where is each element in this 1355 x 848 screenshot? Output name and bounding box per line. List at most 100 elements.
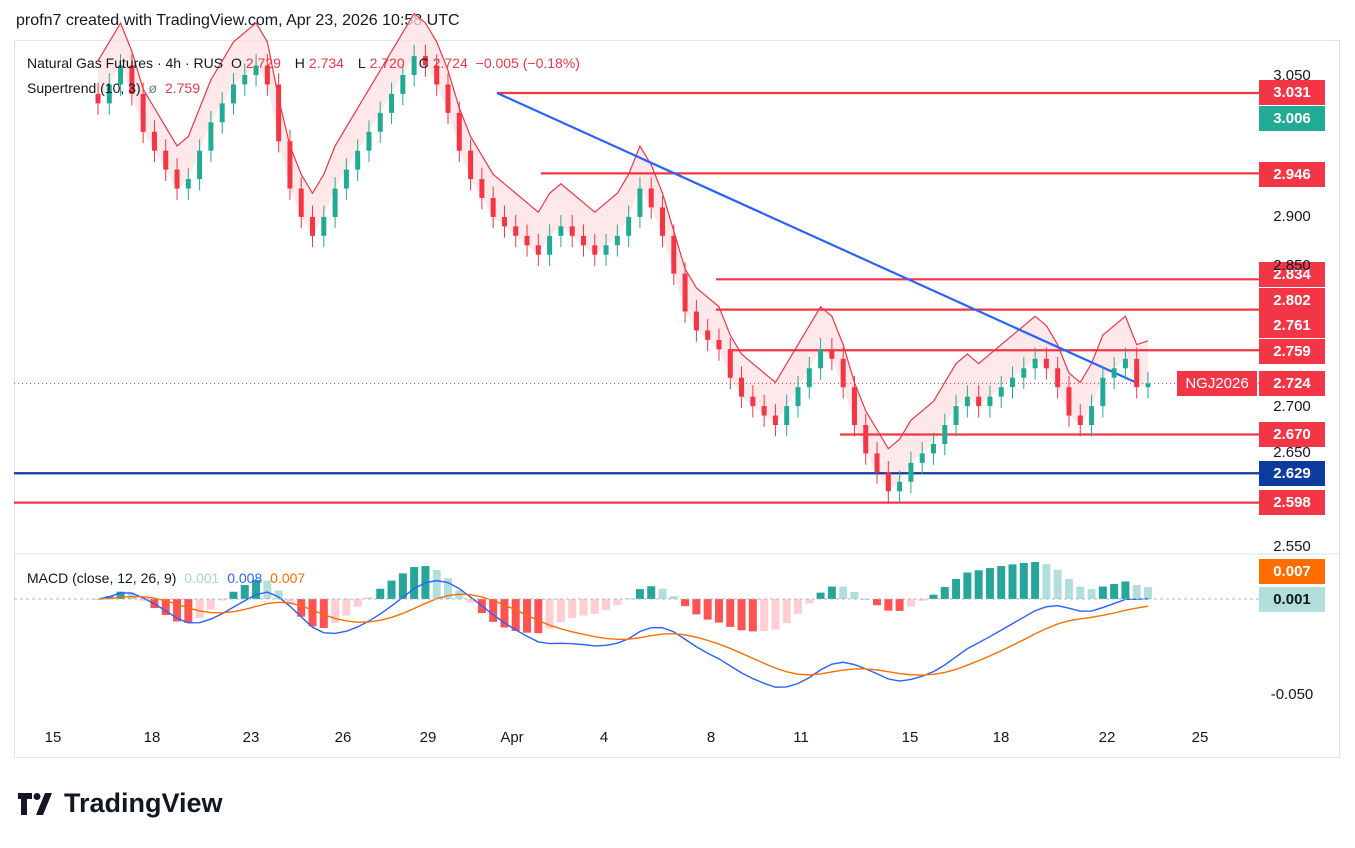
candle [851,387,857,426]
candle [671,235,677,274]
macd-histogram-bar [985,568,994,599]
macd-histogram-bar [714,599,723,623]
candle [129,65,135,94]
candle [524,235,530,246]
candle [784,406,790,426]
candle [411,56,417,75]
candle [208,122,214,151]
macd-histogram-bar [794,599,802,614]
macd-histogram-bar [771,599,780,630]
candle [739,377,745,397]
macd-histogram-bar [319,599,328,629]
low-label: L [357,55,366,71]
macd-histogram-bar [816,592,825,599]
macd-axis-label: 0.001 [1259,587,1325,612]
candle [310,216,316,236]
candle [987,396,993,407]
macd-signal-line [97,593,1149,676]
price-axis-label: 2.670 [1259,422,1325,447]
candle [1043,358,1049,369]
x-axis-tick: 23 [242,729,260,746]
price-axis-label: 2.759 [1259,339,1325,364]
x-axis-tick: 26 [334,729,352,746]
macd-histogram-bar [297,599,306,617]
supertrend-line [97,12,1149,450]
candle [693,311,699,331]
candle [1066,387,1072,416]
macd-histogram-bar [206,599,215,610]
macd-histogram-bar [602,599,611,611]
macd-histogram-bar [376,588,385,599]
macd-histogram-bar [782,599,791,624]
macd-histogram-bar [884,599,893,611]
macd-histogram-bar [1087,589,1096,599]
candle [953,406,959,426]
candle [1077,415,1083,426]
candle [716,339,722,350]
macd-histogram-bar [364,597,373,599]
candle [287,141,293,189]
macd-histogram-bar [353,599,362,607]
candle [626,216,632,236]
downtrend-line [496,91,1139,385]
x-axis-tick: 25 [1191,729,1209,746]
macd-histogram-bar [387,580,396,599]
supertrend-legend[interactable]: Supertrend (10, 3) ø 2.759 [27,80,204,96]
macd-histogram-bar [748,599,757,632]
candle [648,188,654,208]
macd-histogram-bar [116,591,125,599]
candle [490,197,496,217]
candle [434,65,440,85]
tradingview-logo[interactable]: TradingView [18,788,223,819]
macd-histogram-bar [342,599,351,616]
macd-histogram-bar [444,578,452,599]
candle [535,245,541,255]
macd-histogram-bar [545,599,554,629]
macd-line-value: 0.008 [227,570,263,586]
candle [863,425,869,454]
candle [366,131,372,151]
macd-legend[interactable]: MACD (close, 12, 26, 9) 0.001 0.008 0.00… [27,570,309,586]
candle [795,387,801,407]
candle [558,226,564,236]
macd-histogram-bar [568,599,577,619]
supertrend-value: 2.759 [164,80,201,96]
candle [1055,368,1061,388]
macd-histogram-bar [466,599,475,603]
macd-line [97,579,1149,688]
macd-axis-label: 0.007 [1259,559,1325,584]
y-axis-tick: 2.850 [1273,257,1311,274]
macd-histogram-bar [534,599,543,634]
low-value: 2.720 [369,55,405,71]
chart-header: profn7 created with TradingView.com, Apr… [16,12,460,29]
candle [1145,383,1151,388]
macd-signal-value: 0.007 [270,570,306,586]
change-value: −0.005 (−0.18%) [475,55,580,71]
candle [614,235,620,246]
candle [118,65,124,85]
candle [1032,358,1038,369]
symbol-title[interactable]: Natural Gas Futures · 4h · RUS [27,55,224,71]
hide-icon[interactable]: ø [148,80,158,96]
candle [592,245,598,255]
macd-histogram-bar [1121,581,1130,599]
x-axis-tick: 8 [706,729,716,746]
candle [637,188,643,217]
candle [479,179,485,198]
candle [343,169,349,189]
y-axis-tick: 2.700 [1273,398,1311,415]
macd-histogram-bar [218,599,227,601]
macd-histogram-bar [1144,587,1152,599]
candle [400,75,406,94]
macd-histogram-bar [252,579,261,599]
candle [513,226,519,236]
x-axis-tick: 11 [793,729,809,746]
close-label: C [418,55,429,71]
macd-histogram-bar [274,590,283,599]
macd-histogram-bar [410,567,419,599]
candle [998,387,1004,397]
x-axis-tick: 18 [992,729,1010,746]
close-value: 2.724 [432,55,468,71]
macd-histogram-bar [929,594,938,599]
